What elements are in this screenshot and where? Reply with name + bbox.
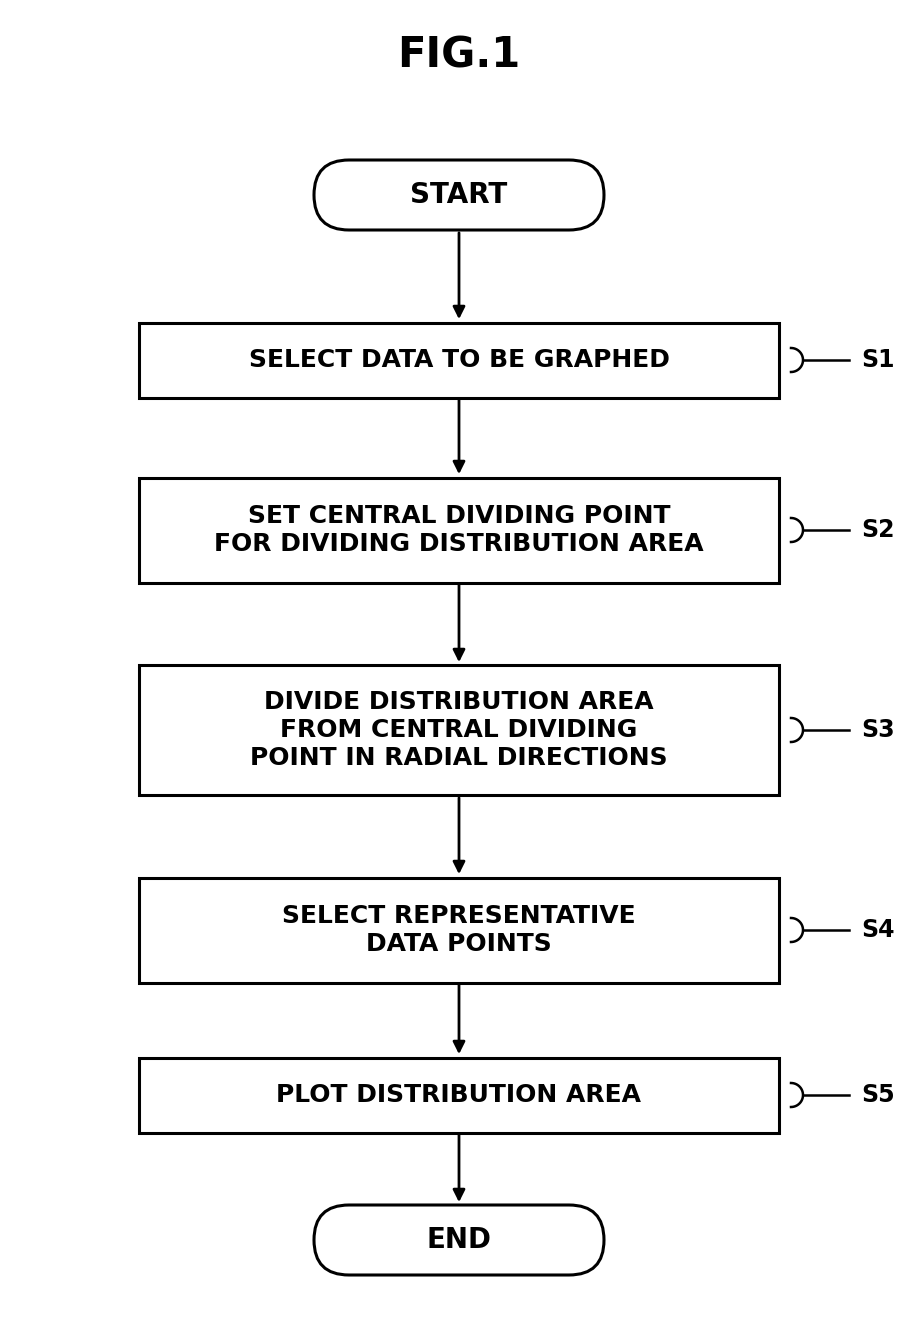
Text: START: START xyxy=(410,181,508,209)
Text: FIG.1: FIG.1 xyxy=(397,35,521,76)
Bar xyxy=(139,1058,779,1132)
Text: S5: S5 xyxy=(861,1083,895,1107)
Text: SET CENTRAL DIVIDING POINT
FOR DIVIDING DISTRIBUTION AREA: SET CENTRAL DIVIDING POINT FOR DIVIDING … xyxy=(214,504,704,556)
Bar xyxy=(139,323,779,397)
Text: S3: S3 xyxy=(861,718,895,742)
Text: DIVIDE DISTRIBUTION AREA
FROM CENTRAL DIVIDING
POINT IN RADIAL DIRECTIONS: DIVIDE DISTRIBUTION AREA FROM CENTRAL DI… xyxy=(251,690,667,769)
Text: S1: S1 xyxy=(861,348,894,372)
Bar xyxy=(139,877,779,982)
FancyBboxPatch shape xyxy=(314,1205,604,1275)
Text: END: END xyxy=(427,1225,491,1255)
Text: SELECT DATA TO BE GRAPHED: SELECT DATA TO BE GRAPHED xyxy=(249,348,669,372)
Text: SELECT REPRESENTATIVE
DATA POINTS: SELECT REPRESENTATIVE DATA POINTS xyxy=(282,904,636,956)
Text: PLOT DISTRIBUTION AREA: PLOT DISTRIBUTION AREA xyxy=(276,1083,642,1107)
Bar xyxy=(139,664,779,795)
Bar xyxy=(139,477,779,582)
Text: S2: S2 xyxy=(861,518,894,542)
Text: S4: S4 xyxy=(861,918,894,942)
FancyBboxPatch shape xyxy=(314,159,604,230)
